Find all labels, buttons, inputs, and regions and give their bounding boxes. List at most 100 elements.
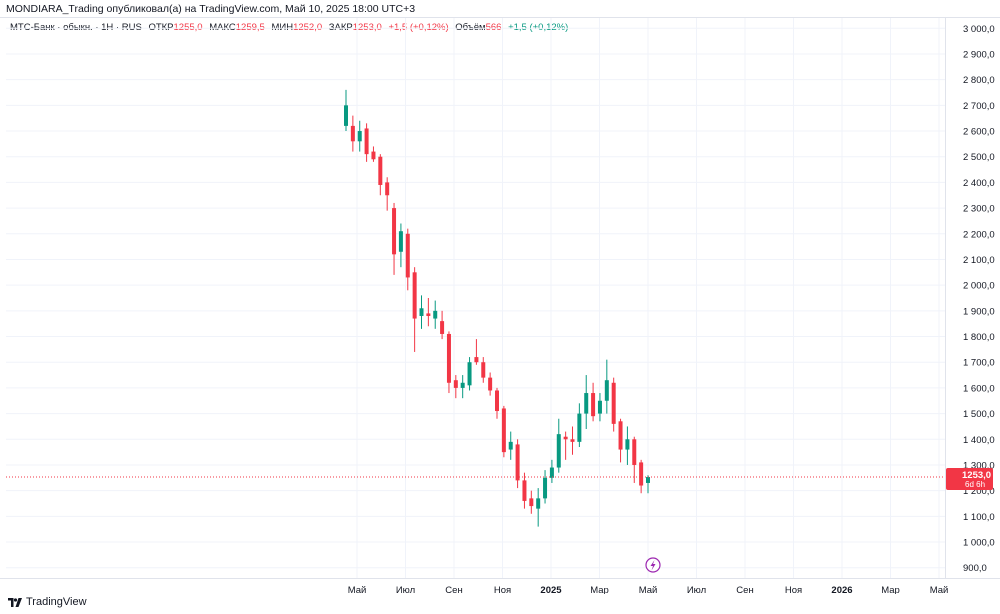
candle-body [515,444,520,481]
legend-symbol[interactable]: МТС-Банк · обыкн. · 1Н · RUS [10,22,142,33]
x-tick-label: 2025 [540,585,562,594]
y-tick-label: 1 800,0 [963,332,995,343]
y-tick-label: 2 600,0 [963,127,995,138]
x-tick-label: Мар [590,585,609,594]
legend-volume-label: Объём [455,22,486,33]
candle-body [639,462,644,486]
candle-body [563,436,568,440]
candle-body [529,498,534,507]
lightning-icon-bolt [650,560,656,571]
price-chart[interactable]: 900,0 1 000,0 1 100,0 1 200,0 1 300,0 1 400,0… [0,18,1000,594]
x-tick-label: Сен [445,585,462,594]
candle-body [467,362,472,386]
legend-close-value: 1253,0 [352,22,382,33]
candle-body [385,182,390,196]
y-tick-label: 2 200,0 [963,229,995,240]
candle-body [378,156,383,185]
y-tick-label: 2 400,0 [963,178,995,189]
candle-body [597,400,602,414]
candle-body [543,477,548,499]
candle-body [392,208,397,255]
y-tick-label: 1 400,0 [963,435,995,446]
candle-body [522,480,527,501]
legend-open-value: 1255,0 [173,22,203,33]
candle-body [433,310,438,319]
y-tick-label: 1 700,0 [963,358,995,369]
price-axis[interactable]: 900,0 1 000,0 1 100,0 1 200,0 1 300,0 1 400,0… [945,18,1000,578]
legend-low-value: 1252,0 [293,22,323,33]
candle-body [405,233,410,278]
y-tick-label: 1 200,0 [963,486,995,497]
y-tick-label: 2 700,0 [963,101,995,112]
x-tick-label: 2026 [831,585,852,594]
candle-body [591,393,596,417]
last-price-tag: 1253,0 6d 6h [946,468,993,491]
x-tick-label: Июл [396,585,415,594]
publication-header: MONDIARA_Trading опубликовал(а) на Tradi… [6,3,416,15]
candle-body [440,321,445,334]
candle-body [371,151,376,160]
candle-body [426,313,431,316]
y-tick-label: 2 000,0 [963,281,995,292]
legend-low-label: МИН [271,22,294,33]
candle-body [604,380,609,401]
candle-body [364,128,369,155]
x-tick-label: Май [930,585,949,594]
y-tick-label: 1 500,0 [963,409,995,420]
time-axis[interactable]: Май Июл Сен Ноя 2025 Мар Май Июл Сен Ноя 2026 Мар Ма… [0,578,1000,595]
x-tick-label: Июл [687,585,706,594]
candle-body [501,408,506,453]
y-tick-label: 1 300,0 [963,460,995,471]
legend-high-value: 1259,5 [235,22,265,33]
legend-change: +1,5 (+0,12%) [388,22,449,33]
candle-body [488,377,493,391]
legend-volume-value: 566 [485,22,502,33]
x-tick-label: Май [639,585,658,594]
grid [6,18,945,578]
candles [344,89,650,527]
y-tick-label: 1 100,0 [963,512,995,523]
candle-body [632,439,637,465]
y-tick-label: 900,0 [963,563,987,574]
candle-body [646,477,650,483]
tradingview-brand[interactable]: TradingView [8,596,87,608]
candle-body [398,231,403,252]
candle-body [618,421,623,450]
candle-body [570,439,575,442]
legend-open-label: ОТКР [148,22,174,33]
candle-body [460,382,465,388]
price-tag-countdown: 6d 6h [965,480,985,489]
candle-body [412,272,417,319]
candle-body [350,125,355,142]
y-tick-label: 2 900,0 [963,49,995,60]
price-tag-price: 1253,0 [962,470,991,481]
candle-body [419,308,424,316]
candle-body [611,382,616,424]
candle-body [577,413,582,442]
y-tick-label: 2 500,0 [963,152,995,163]
y-tick-label: 2 300,0 [963,204,995,215]
x-tick-label: Май [348,585,367,594]
y-tick-label: 1 000,0 [963,538,995,549]
header-divider [0,17,1000,18]
tradingview-brand-label: TradingView [26,596,87,608]
legend-close-label: ЗАКР [328,22,353,33]
candle-body [344,105,348,126]
y-tick-label: 2 800,0 [963,75,995,86]
candle-body [446,333,451,383]
x-tick-label: Сен [736,585,753,594]
candle-body [556,434,561,468]
candle-body [508,441,513,450]
candle-body [453,380,458,388]
candle-body [584,393,589,414]
y-tick-label: 1 900,0 [963,306,995,317]
candle-body [474,357,479,363]
legend-high-label: МАКС [209,22,236,33]
y-tick-label: 3 000,0 [963,24,995,35]
lightning-icon[interactable] [645,557,661,573]
candle-body [357,131,362,142]
x-tick-label: Ноя [785,585,802,594]
x-tick-label: Ноя [494,585,511,594]
legend-volume-change: +1,5 (+0,12%) [508,22,569,33]
tradingview-logo-icon [8,597,22,607]
